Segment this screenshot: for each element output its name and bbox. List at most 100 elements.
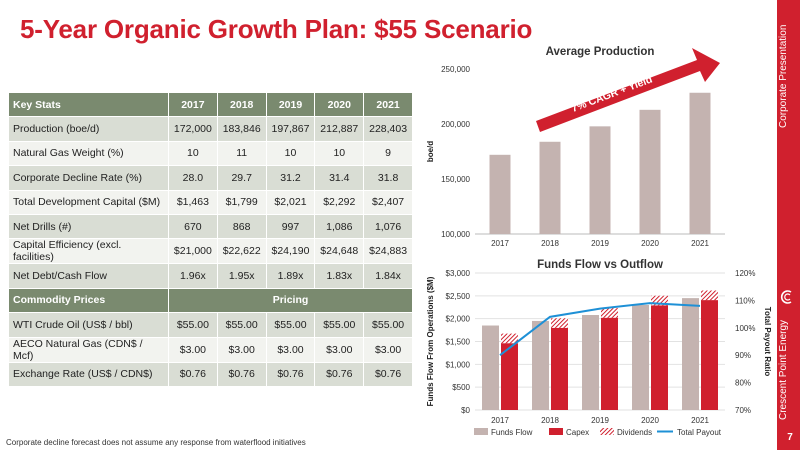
funds-y-tick-label: $2,000 <box>446 315 471 324</box>
pricing-label: Pricing <box>168 287 413 314</box>
charts-canvas: Average Production 100,000 150,000 200,000 2… <box>426 46 772 437</box>
production-bar <box>639 109 661 234</box>
funds-flow-bar <box>632 304 649 410</box>
funds-y-axis-label: Funds Flow From Operations ($M) <box>426 276 435 406</box>
table-cell: 29.7 <box>216 165 267 191</box>
row-label: Exchange Rate (US$ / CDN$) <box>8 361 169 387</box>
funds-flow-bar <box>532 320 549 410</box>
table-cell: 997 <box>265 213 316 240</box>
table-cell: 9 <box>363 140 413 167</box>
commodity-header-row: Commodity Prices Pricing <box>8 287 413 314</box>
table-cell: $3.00 <box>314 336 365 363</box>
table-cell: 1.95x <box>216 263 267 289</box>
row-label: AECO Natural Gas (CDN$ / Mcf) <box>8 336 169 363</box>
table-row: Net Drills (#) 670 868 997 1,086 1,076 <box>8 213 413 240</box>
table-header-row: Key Stats 2017 2018 2019 2020 2021 <box>8 91 413 118</box>
table-row: Exchange Rate (US$ / CDN$) $0.76 $0.76 $0.7… <box>8 361 413 387</box>
table-cell: 868 <box>216 213 267 240</box>
sidebar-company-label: Crescent Point Energy <box>778 319 789 420</box>
table-cell: $3.00 <box>216 336 267 363</box>
funds-y2-tick-label: 80% <box>735 379 751 388</box>
table-cell: 183,846 <box>216 116 267 142</box>
table-cell: 31.8 <box>363 165 413 191</box>
funds-y2-tick-label: 100% <box>735 324 755 333</box>
dividends-bar <box>501 333 518 344</box>
capex-bar <box>551 327 568 410</box>
funds-y2-tick-label: 110% <box>735 296 755 305</box>
funds-flow-bar <box>682 298 699 410</box>
dividends-bar <box>651 295 668 306</box>
page-number: 7 <box>787 432 793 443</box>
funds-y-tick-label: $2,500 <box>446 292 471 301</box>
table-cell: 1.96x <box>168 263 218 289</box>
table-header-year: 2017 <box>168 91 218 118</box>
legend-swatch <box>600 428 614 435</box>
funds-y-tick-label: $500 <box>452 383 470 392</box>
table-cell: $0.76 <box>314 361 365 387</box>
production-bar <box>539 141 561 234</box>
legend-label: Capex <box>566 428 589 437</box>
table-cell: $24,648 <box>314 238 365 265</box>
table-row: Corporate Decline Rate (%) 28.0 29.7 31.2 31… <box>8 165 413 191</box>
funds-y-tick-label: $0 <box>461 406 470 415</box>
dividends-bar <box>601 308 618 318</box>
legend-swatch <box>549 428 563 435</box>
production-bar <box>489 154 511 234</box>
table-cell: $24,190 <box>265 238 316 265</box>
funds-y-tick-label: $1,000 <box>446 360 471 369</box>
row-label: Capital Efficiency (excl. facilities) <box>8 238 169 265</box>
table-cell: 31.4 <box>314 165 365 191</box>
table-cell: 1,086 <box>314 213 365 240</box>
row-label: Net Drills (#) <box>8 213 169 240</box>
commodity-prices-label: Commodity Prices <box>8 287 169 314</box>
dividends-bar <box>551 318 568 328</box>
funds-x-tick-label: 2017 <box>491 416 509 425</box>
table-cell: $2,021 <box>265 189 316 215</box>
company-logo-icon <box>780 290 792 304</box>
table-cell: $0.76 <box>216 361 267 387</box>
row-label: Net Debt/Cash Flow <box>8 263 169 289</box>
table-cell: $55.00 <box>168 312 218 338</box>
table-cell: $3.00 <box>363 336 413 363</box>
table-cell: $0.76 <box>265 361 316 387</box>
table-cell: $1,463 <box>168 189 218 215</box>
table-cell: $3.00 <box>168 336 218 363</box>
production-y-axis-label: boe/d <box>426 141 435 162</box>
funds-x-tick-label: 2018 <box>541 416 559 425</box>
brand-sidebar <box>777 0 800 450</box>
capex-bar <box>701 300 718 410</box>
table-cell: $0.76 <box>168 361 218 387</box>
funds-x-tick-label: 2020 <box>641 416 659 425</box>
funds-y2-axis-label: Total Payout Ratio <box>763 307 772 377</box>
funds-flow-bar <box>482 325 499 410</box>
production-x-tick-label: 2018 <box>541 239 559 248</box>
table-cell: $1,799 <box>216 189 267 215</box>
table-row: Capital Efficiency (excl. facilities) $21… <box>8 238 413 265</box>
total-payout-line <box>499 302 701 356</box>
table-row: WTI Crude Oil (US$ / bbl) $55.00 $55.00 $55… <box>8 312 413 338</box>
table-row: Net Debt/Cash Flow 1.96x 1.95x 1.89x 1.83x 1.… <box>8 263 413 289</box>
table-header-year: 2018 <box>216 91 267 118</box>
table-cell: 1.83x <box>314 263 365 289</box>
production-x-tick-label: 2017 <box>491 239 509 248</box>
funds-y-tick-label: $3,000 <box>446 269 471 278</box>
capex-bar <box>651 305 668 410</box>
table-row: Production (boe/d) 172,000 183,846 197,867 2… <box>8 116 413 142</box>
table-cell: 1.84x <box>363 263 413 289</box>
page-title: 5-Year Organic Growth Plan: $55 Scenario <box>20 14 533 44</box>
production-x-tick-label: 2020 <box>641 239 659 248</box>
table-cell: $55.00 <box>363 312 413 338</box>
table-cell: $22,622 <box>216 238 267 265</box>
production-y-tick-label: 200,000 <box>441 120 470 129</box>
funds-y2-tick-label: 120% <box>735 269 755 278</box>
table-cell: 212,887 <box>314 116 365 142</box>
table-cell: $3.00 <box>265 336 316 363</box>
table-cell: 1,076 <box>363 213 413 240</box>
table-cell: 10 <box>168 140 218 167</box>
footnote: Corporate decline forecast does not assu… <box>6 438 306 447</box>
funds-y-tick-label: $1,500 <box>446 338 471 347</box>
row-label: Production (boe/d) <box>8 116 169 142</box>
legend-label: Total Payout <box>677 428 722 437</box>
table-row: AECO Natural Gas (CDN$ / Mcf) $3.00 $3.00 $… <box>8 336 413 363</box>
table-cell: $2,407 <box>363 189 413 215</box>
